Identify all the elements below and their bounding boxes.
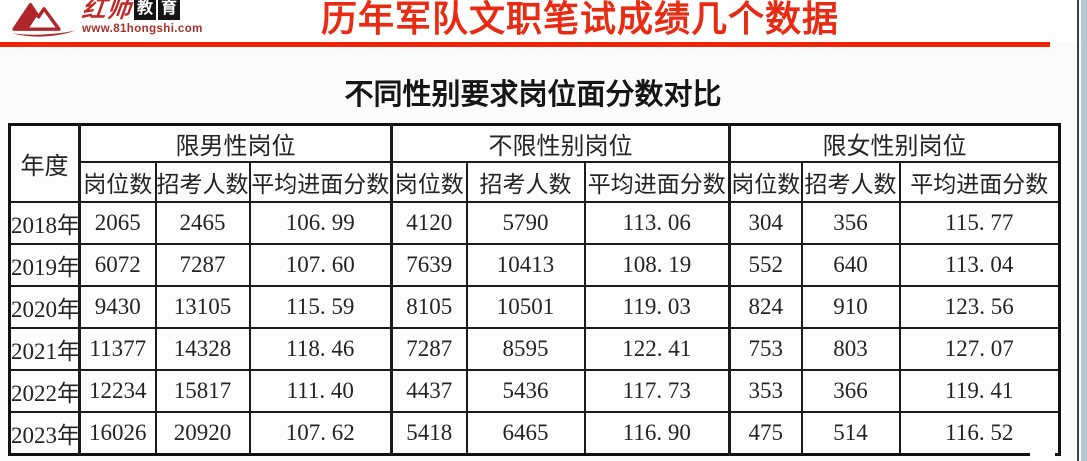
data-cell: 113. 06 — [583, 201, 731, 245]
data-cell: 304 — [728, 201, 803, 245]
data-cell: 910 — [800, 285, 901, 329]
data-cell: 116. 90 — [583, 411, 731, 455]
data-cell: 122. 41 — [583, 327, 731, 371]
brand-name: 红师 — [80, 0, 134, 23]
data-cell: 640 — [800, 243, 901, 287]
data-cell: 9430 — [78, 285, 157, 329]
brand-logo: 红师 教 育 www.81hongshi.com — [10, 0, 203, 39]
brand-website: www.81hongshi.com — [82, 23, 203, 35]
table-row: 2020年 9430 13105 115. 59 8105 10501 119.… — [8, 285, 1061, 329]
data-cell: 10501 — [465, 285, 586, 329]
data-cell: 118. 46 — [248, 327, 393, 371]
header-row-subcolumns: 岗位数 招考人数 平均进面分数 岗位数 招考人数 平均进面分数 岗位数 招考人数… — [10, 161, 1061, 203]
year-cell: 2021年 — [8, 327, 81, 371]
data-cell: 366 — [800, 369, 901, 413]
top-banner: 红师 教 育 www.81hongshi.com 历年军队文职笔试成绩几个数据 — [0, 0, 1087, 42]
group-header-female: 限女性别岗位 — [728, 123, 1061, 163]
data-cell: 107. 60 — [248, 243, 393, 287]
year-cell: 2018年 — [8, 201, 81, 245]
subheader-positions: 岗位数 — [390, 161, 468, 203]
data-cell: 106. 99 — [248, 201, 393, 245]
data-cell: 111. 40 — [248, 369, 393, 413]
window-edge-line — [1077, 0, 1079, 461]
table-row: 2023年 16026 20920 107. 62 5418 6465 116.… — [8, 411, 1061, 455]
data-cell: 10413 — [465, 243, 586, 287]
data-cell: 5418 — [390, 411, 468, 455]
data-cell: 7287 — [154, 243, 251, 287]
mountain-logo-icon — [12, 3, 76, 37]
data-cell: 8595 — [465, 327, 586, 371]
data-cell: 119. 41 — [898, 369, 1061, 413]
data-cell: 356 — [800, 201, 901, 245]
subheader-avg-score: 平均进面分数 — [583, 161, 731, 203]
subheader-recruits: 招考人数 — [800, 161, 901, 203]
data-cell: 119. 03 — [583, 285, 731, 329]
data-cell: 127. 07 — [898, 327, 1061, 371]
brand-suffix-char-2: 育 — [158, 0, 180, 20]
data-cell: 2465 — [154, 201, 251, 245]
window-edge-strip — [1081, 0, 1087, 461]
brand-text-block: 红师 教 育 www.81hongshi.com — [80, 0, 203, 35]
subheader-avg-score: 平均进面分数 — [898, 161, 1061, 203]
data-cell: 107. 62 — [248, 411, 393, 455]
subheader-positions: 岗位数 — [78, 161, 157, 203]
subheader-recruits: 招考人数 — [154, 161, 251, 203]
year-column-header: 年度 — [8, 123, 81, 203]
page-title: 历年军队文职笔试成绩几个数据 — [320, 0, 839, 39]
score-comparison-table: 年度 限男性岗位 不限性别岗位 限女性别岗位 岗位数 招考人数 平均进面分数 岗… — [8, 123, 1061, 456]
data-cell: 11377 — [78, 327, 157, 371]
data-cell: 14328 — [154, 327, 251, 371]
data-cell: 753 — [728, 327, 803, 371]
year-cell: 2023年 — [8, 411, 81, 455]
group-header-any: 不限性别岗位 — [390, 123, 731, 163]
data-cell: 16026 — [78, 411, 157, 455]
table-row: 2022年 12234 15817 111. 40 4437 5436 117.… — [8, 369, 1061, 413]
group-header-male: 限男性岗位 — [78, 123, 393, 163]
data-cell: 20920 — [154, 411, 251, 455]
table-row: 2018年 2065 2465 106. 99 4120 5790 113. 0… — [8, 201, 1061, 245]
data-cell: 7639 — [390, 243, 468, 287]
data-cell: 4120 — [390, 201, 468, 245]
data-cell: 8105 — [390, 285, 468, 329]
border-gap-artifact — [1030, 447, 1055, 460]
data-cell: 824 — [728, 285, 803, 329]
table-title: 不同性别要求岗位面分数对比 — [344, 79, 722, 111]
subheader-avg-score: 平均进面分数 — [248, 161, 393, 203]
data-cell: 117. 73 — [583, 369, 731, 413]
data-cell: 113. 04 — [898, 243, 1061, 287]
data-cell: 5436 — [465, 369, 586, 413]
data-cell: 12234 — [78, 369, 157, 413]
table-row: 2019年 6072 7287 107. 60 7639 10413 108. … — [8, 243, 1061, 287]
data-cell: 115. 77 — [898, 201, 1061, 245]
data-cell: 123. 56 — [898, 285, 1061, 329]
table-row: 2021年 11377 14328 118. 46 7287 8595 122.… — [8, 327, 1061, 371]
data-cell: 115. 59 — [248, 285, 393, 329]
data-cell: 108. 19 — [583, 243, 731, 287]
data-cell: 6465 — [465, 411, 586, 455]
data-cell: 2065 — [78, 201, 157, 245]
brand-suffix-char-1: 教 — [134, 0, 156, 20]
data-cell: 803 — [800, 327, 901, 371]
data-cell: 552 — [728, 243, 803, 287]
year-cell: 2019年 — [8, 243, 81, 287]
data-cell: 15817 — [154, 369, 251, 413]
title-underline — [0, 42, 1050, 47]
data-cell: 514 — [800, 411, 901, 455]
data-cell: 5790 — [465, 201, 586, 245]
data-cell: 7287 — [390, 327, 468, 371]
data-cell: 475 — [728, 411, 803, 455]
subheader-recruits: 招考人数 — [465, 161, 586, 203]
year-cell: 2022年 — [8, 369, 81, 413]
data-cell: 4437 — [390, 369, 468, 413]
data-cell: 6072 — [78, 243, 157, 287]
subheader-positions: 岗位数 — [728, 161, 803, 203]
data-cell: 353 — [728, 369, 803, 413]
data-cell: 13105 — [154, 285, 251, 329]
header-row-groups: 年度 限男性岗位 不限性别岗位 限女性别岗位 — [8, 123, 1061, 203]
year-cell: 2020年 — [8, 285, 81, 329]
